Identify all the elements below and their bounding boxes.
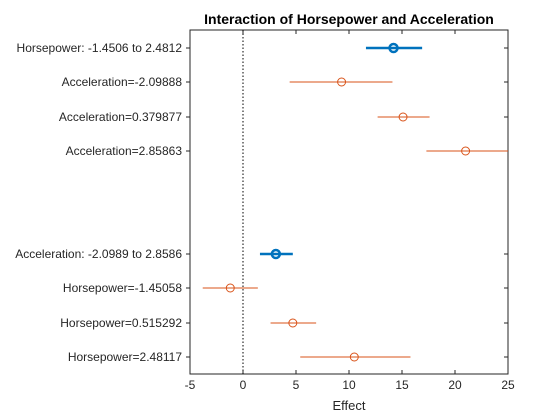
conditional-effect-point: [398, 112, 408, 122]
conditional-effect-point: [349, 352, 359, 362]
x-tick-label: 25: [501, 378, 515, 392]
row-label: Acceleration=2.85863: [66, 144, 183, 158]
row-label: Acceleration=-2.09888: [62, 75, 183, 89]
x-axis-label: Effect: [332, 398, 365, 413]
row-label: Horsepower=-1.45058: [63, 281, 182, 295]
x-tick-label: 10: [342, 378, 356, 392]
main-effect-point: [388, 42, 399, 54]
x-tick-label: 15: [395, 378, 409, 392]
main-effect-point: [270, 248, 282, 260]
conditional-effect-point: [337, 77, 347, 87]
chart-title: Interaction of Horsepower and Accelerati…: [204, 11, 494, 27]
conditional-effect-point: [288, 318, 298, 328]
row-label: Horsepower: -1.4506 to 2.4812: [17, 41, 183, 55]
x-tick-label: 5: [293, 378, 300, 392]
plot-area: -5 0 5 10 15 20 25 Horsepower: -1.4506 to 2.481…: [15, 29, 515, 392]
x-tick-label: 0: [240, 378, 247, 392]
row-label: Acceleration=0.379877: [59, 110, 182, 124]
x-tick-label: 20: [448, 378, 462, 392]
conditional-effect-point: [225, 283, 235, 293]
x-tick-label: -5: [185, 378, 196, 392]
conditional-effect-point: [461, 146, 471, 156]
row-label: Acceleration: -2.0989 to 2.8586: [15, 247, 182, 261]
row-label: Horsepower=2.48117: [68, 350, 183, 364]
row-label: Horsepower=0.515292: [60, 316, 182, 330]
